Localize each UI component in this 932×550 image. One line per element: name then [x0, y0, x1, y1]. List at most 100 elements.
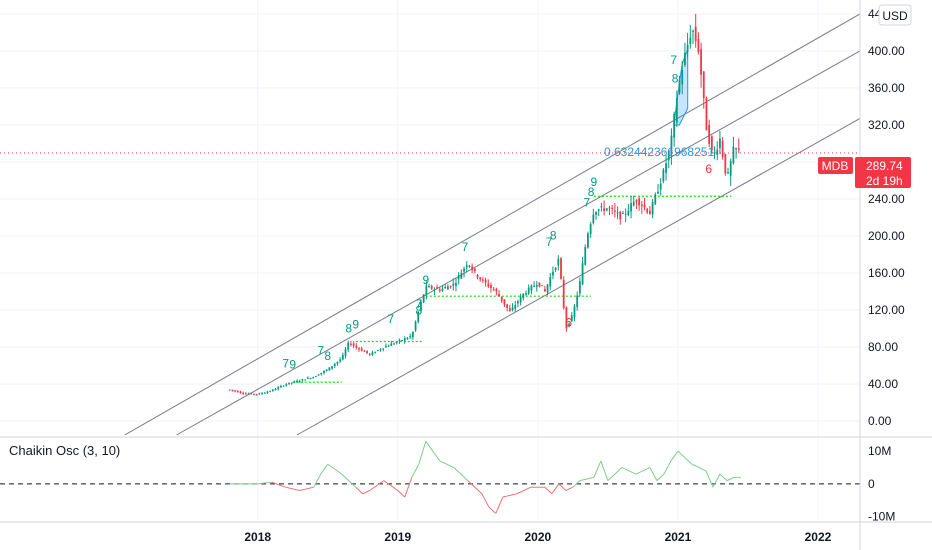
td-count-label: 8: [672, 71, 679, 85]
candle-body: [568, 323, 570, 327]
candle-body: [449, 286, 452, 288]
td-count-label: 7: [462, 240, 469, 254]
candle-body: [379, 349, 382, 351]
candle-body: [290, 382, 293, 384]
candle-body: [517, 301, 519, 304]
candle-body: [266, 391, 269, 393]
osc-segment: [257, 481, 272, 485]
candle-body: [282, 385, 285, 387]
td-count-label: 8: [550, 229, 557, 243]
time-tick-label: 2022: [805, 530, 832, 544]
osc-segment: [579, 476, 594, 482]
candle-body: [312, 377, 315, 379]
td-count-label: 6: [705, 162, 712, 176]
time-tick-label: 2021: [665, 530, 692, 544]
candlestick-series: [228, 13, 740, 396]
candle-body: [473, 268, 476, 272]
candle-body: [304, 379, 307, 381]
candle-body: [535, 285, 538, 287]
candle-body: [263, 392, 266, 394]
td-count-label: 8: [415, 304, 422, 318]
candle-body: [253, 393, 255, 395]
candle-body: [613, 210, 616, 212]
td-count-label: 9: [591, 175, 598, 189]
price-tick-label: 120.00: [868, 303, 905, 317]
candle-body: [716, 149, 719, 155]
candle-body: [317, 374, 320, 376]
candle-body: [425, 285, 428, 295]
candle-body: [479, 277, 482, 280]
oscillator-label: Chaikin Osc (3, 10): [9, 443, 120, 458]
price-tick-label: 400.00: [868, 44, 905, 58]
currency-button[interactable]: USD: [878, 4, 912, 26]
candle-body: [724, 153, 727, 174]
candle-body: [651, 201, 654, 215]
currency-label: USD: [882, 9, 908, 23]
candle-body: [422, 294, 425, 303]
price-tick-label: 80.00: [868, 340, 898, 354]
osc-segment: [544, 486, 553, 495]
osc-segment: [663, 460, 672, 475]
candle-body: [506, 304, 509, 308]
candle-body: [331, 366, 333, 369]
candle-body: [328, 367, 331, 371]
candle-body: [309, 378, 312, 380]
osc-segment: [635, 467, 651, 475]
candle-body: [409, 336, 412, 338]
osc-segment: [495, 496, 504, 514]
candle-body: [495, 288, 498, 292]
osc-segment: [719, 473, 728, 482]
osc-segment: [614, 467, 623, 475]
candle-body: [719, 138, 721, 149]
candle-body: [576, 295, 579, 307]
last-price-symbol: MDB: [822, 159, 849, 173]
candle-body: [382, 348, 385, 350]
candle-body: [438, 289, 441, 292]
candle-body: [624, 213, 627, 215]
price-tick-label: 200.00: [868, 229, 905, 243]
candle-body: [546, 284, 549, 293]
candle-body: [508, 308, 511, 312]
candle-body: [395, 341, 398, 343]
osc-segment: [551, 483, 560, 495]
candle-body: [242, 392, 245, 394]
td-count-label: 9: [289, 357, 296, 371]
grid-lines: [0, 0, 860, 520]
candle-body: [600, 206, 603, 208]
last-price-value: 289.74: [866, 159, 903, 173]
candle-body: [541, 285, 544, 287]
osc-segment: [271, 481, 286, 488]
candle-body: [341, 354, 344, 360]
candle-body: [587, 233, 589, 248]
candle-body: [414, 321, 417, 331]
osc-segment: [558, 483, 567, 491]
candle-body: [339, 359, 342, 362]
candle-body: [347, 342, 350, 350]
candle-body: [611, 207, 614, 209]
candle-body: [649, 210, 651, 215]
candle-body: [471, 266, 474, 270]
candle-body: [371, 352, 374, 355]
candle-body: [350, 343, 352, 345]
candle-body: [247, 393, 250, 395]
candle-body: [692, 30, 694, 32]
candle-body: [665, 163, 667, 173]
candle-body: [296, 380, 298, 383]
candle-body: [363, 350, 366, 352]
candle-body: [684, 52, 686, 66]
osc-segment: [411, 464, 420, 478]
candle-body: [463, 268, 465, 272]
candle-body: [557, 258, 560, 266]
candle-body: [490, 285, 492, 288]
td-count-label: 6: [565, 316, 572, 330]
candle-body: [487, 283, 490, 287]
candle-body: [737, 148, 740, 150]
candle-body: [721, 140, 724, 157]
candle-body: [484, 279, 487, 283]
candle-body: [482, 279, 484, 281]
candle-body: [460, 273, 463, 279]
candle-body: [727, 172, 729, 174]
candle-body: [675, 97, 678, 123]
candle-body: [560, 258, 562, 279]
